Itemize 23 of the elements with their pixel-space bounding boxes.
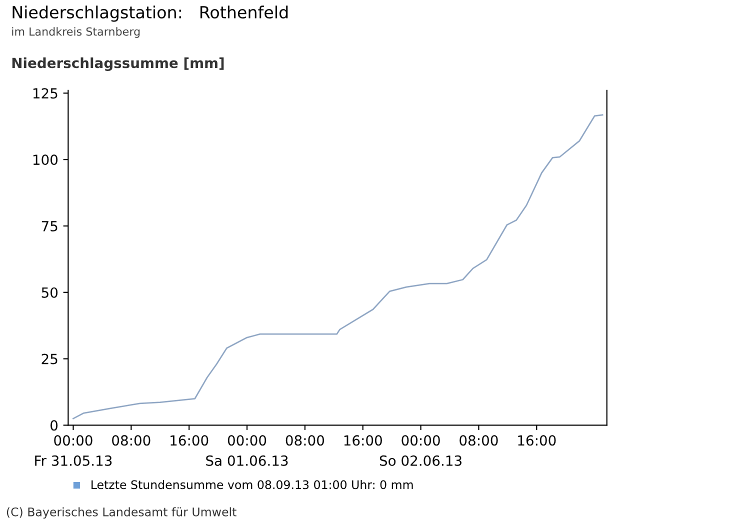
chart-title: Niederschlagstation: Rothenfeld: [12, 6, 288, 22]
x-tick-label: 00:00: [228, 435, 266, 446]
x-tick-label: 00:00: [54, 435, 92, 446]
y-tick-label: 125: [33, 88, 58, 99]
x-tick-label: 16:00: [518, 435, 556, 446]
y-tick-label: 50: [42, 287, 58, 298]
x2-tick-label: Fr 31.05.13: [35, 455, 112, 466]
x-tick-label: 08:00: [460, 435, 498, 446]
chart-subtitle: im Landkreis Starnberg: [12, 27, 140, 38]
y-tick-label: 100: [33, 154, 58, 166]
x-tick-label: 16:00: [170, 435, 208, 446]
x-tick-label: 08:00: [286, 435, 324, 446]
y-tick-label: 0: [50, 420, 58, 431]
x-tick-label: 00:00: [402, 435, 440, 446]
y-axis-title: Niederschlagssumme [mm]: [12, 57, 224, 71]
x2-tick-label: So 02.06.13: [380, 455, 462, 466]
x-tick-label: 16:00: [344, 435, 382, 446]
x2-tick-label: Sa 01.06.13: [206, 455, 288, 466]
text: Letzte Stundensumme vom 08.09.13 01:00 Uhr: 0 mm: [92, 480, 413, 490]
y-tick-label: 75: [42, 221, 58, 232]
text: (C) Bayerisches Landesamt für Umwelt: [6, 507, 236, 519]
x-tick-label: 08:00: [112, 435, 150, 446]
y-tick-label: 25: [42, 354, 58, 364]
